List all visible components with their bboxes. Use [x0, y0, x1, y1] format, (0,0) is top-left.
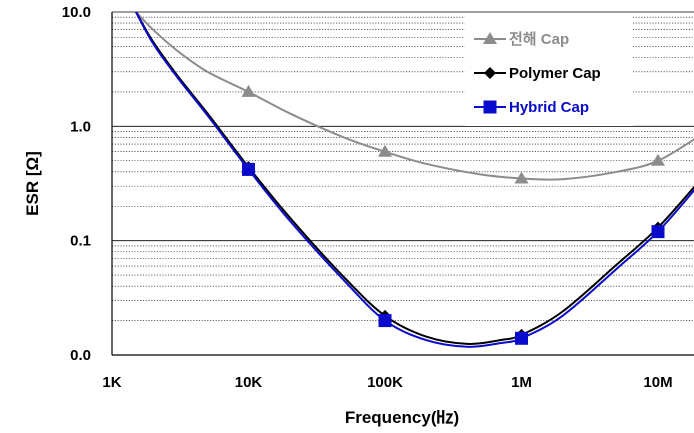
- data-point-marker: [651, 225, 665, 239]
- legend-label: Polymer Cap: [509, 65, 601, 82]
- x-tick-label: 10K: [235, 374, 263, 391]
- legend: 전해 Cap Polymer Cap Hybrid Cap: [465, 16, 633, 126]
- y-axis-title: ESR [Ω]: [23, 151, 42, 216]
- x-tick-label: 1K: [102, 374, 121, 391]
- data-point-marker: [514, 171, 529, 184]
- legend-item: 전해 Cap: [474, 31, 569, 48]
- y-tick-label: 0.1: [70, 233, 91, 250]
- x-tick-label: 100K: [367, 374, 403, 391]
- legend-marker: [483, 32, 497, 44]
- legend-label: 전해 Cap: [509, 31, 569, 48]
- data-point-marker: [242, 162, 255, 176]
- series-3: [135, 11, 694, 348]
- y-tick-label: 1.0: [70, 118, 91, 135]
- legend-marker: [484, 67, 496, 79]
- legend-item: Polymer Cap: [474, 65, 601, 82]
- data-point-marker: [378, 144, 392, 157]
- legend-label: Hybrid Cap: [509, 99, 589, 116]
- legend-item: Hybrid Cap: [474, 99, 589, 116]
- y-tick-label: 0.0: [70, 347, 91, 364]
- data-point-marker: [515, 331, 528, 345]
- data-point-marker: [378, 314, 392, 328]
- series-line: [135, 11, 694, 348]
- legend-marker: [483, 100, 497, 114]
- data-point-marker: [651, 153, 665, 166]
- x-axis-title: Frequency(㎐): [345, 408, 459, 427]
- series-1: [135, 11, 694, 184]
- tick-labels: 1K 10K 100K 1M 10M 0.0 0.1 1.0 10.0: [62, 4, 673, 391]
- x-tick-label: 1M: [511, 374, 532, 391]
- series-group: [135, 11, 694, 348]
- y-tick-label: 10.0: [62, 4, 91, 21]
- axes: [111, 12, 694, 356]
- series-line: [135, 11, 694, 345]
- x-tick-label: 10M: [643, 374, 672, 391]
- data-point-marker: [241, 84, 256, 97]
